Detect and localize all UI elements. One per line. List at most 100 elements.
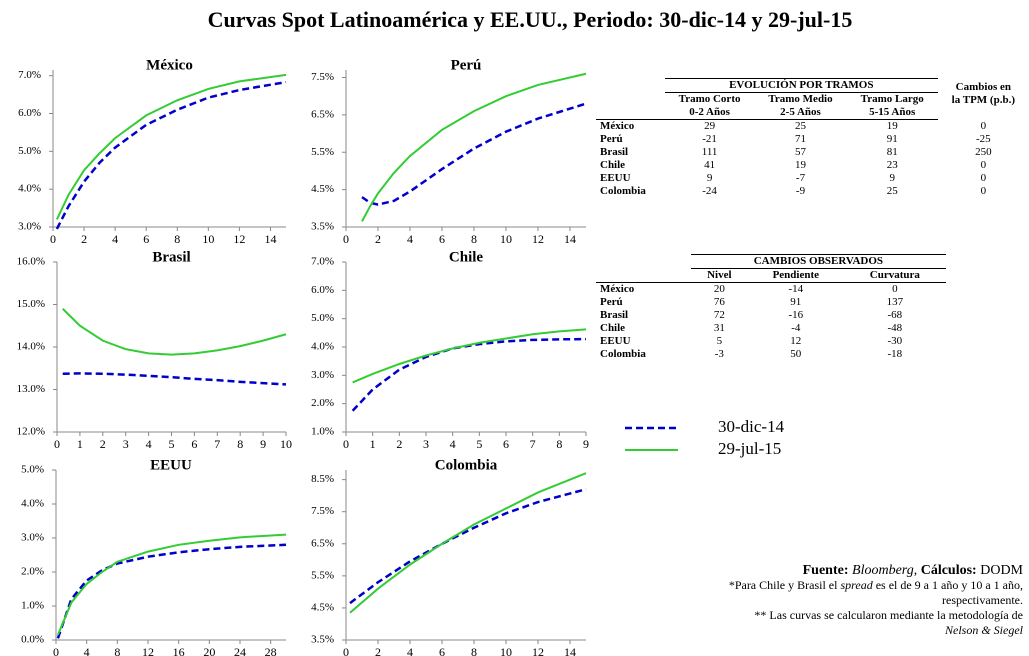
cell: 76 (713, 296, 725, 308)
cell (596, 92, 665, 120)
x-tick-label: 8 (556, 437, 562, 451)
cell: -4 (791, 322, 801, 334)
x-tick-label: 14 (564, 232, 576, 246)
note-text: Fuente: (802, 563, 849, 578)
y-tick-label: 4.5% (311, 601, 334, 613)
y-tick-label: 15.0% (17, 298, 45, 310)
y-tick-label: 7.0% (311, 256, 334, 268)
x-tick-label: 14 (264, 232, 276, 246)
cell: 0 (980, 159, 987, 171)
cell: 0 (980, 185, 987, 197)
cell: 19 (886, 120, 898, 132)
chart-title: Colombia (435, 457, 498, 473)
x-tick-label: 8 (174, 232, 180, 246)
x-tick-label: 8 (114, 645, 120, 656)
series-line (55, 73, 287, 220)
y-tick-label: 13.0% (17, 383, 45, 395)
y-tick-label: 4.5% (311, 183, 334, 195)
table-row: Perú -21 71 91 -25 (596, 133, 1029, 146)
x-tick-label: 3 (423, 437, 429, 451)
column-header: Pendiente (747, 268, 844, 283)
y-tick-label: 4.0% (18, 183, 41, 195)
cell: 57 (794, 146, 806, 158)
x-tick-label: 1 (370, 437, 376, 451)
y-tick-label: 5.5% (311, 569, 334, 581)
chart-title: Brasil (152, 249, 190, 265)
cell: 20 (713, 283, 725, 295)
table-row: Brasil 72 -16 -68 (596, 309, 946, 322)
column-header: Tramo Largo 5-15 Años (846, 92, 938, 120)
table-row: Colombia -24 -9 25 0 (596, 185, 1029, 198)
x-tick-label: 12 (233, 232, 245, 246)
x-tick-label: 6 (503, 437, 509, 451)
row-label: Colombia (600, 348, 646, 360)
column-header: Curvatura (843, 268, 946, 283)
cell: -18 (887, 348, 903, 360)
header-line: Nivel (707, 269, 732, 281)
x-tick-label: 9 (260, 437, 266, 451)
chart-title: Chile (449, 249, 484, 265)
y-tick-label: 7.0% (18, 69, 41, 81)
cell: 0 (892, 283, 898, 295)
x-tick-label: 5 (476, 437, 482, 451)
y-tick-label: 0.0% (21, 634, 44, 646)
series-line (55, 80, 287, 230)
x-tick-label: 28 (265, 645, 277, 656)
table-cambios: CAMBIOS OBSERVADOS Nivel Pendiente Curvatur… (596, 254, 946, 361)
note-text: DODM (980, 563, 1023, 578)
note-text: ** Las curvas se calcularon mediante la … (754, 608, 1023, 622)
x-tick-label: 4 (146, 437, 152, 451)
x-tick-label: 0 (54, 437, 60, 451)
row-label: Perú (600, 296, 623, 308)
cell: 91 (886, 133, 898, 145)
note-text: , (913, 563, 921, 578)
chart-title: EEUU (150, 457, 192, 473)
x-tick-label: 10 (280, 437, 292, 451)
note-text: spread (840, 578, 873, 592)
header-line: Tramo Largo (860, 93, 924, 105)
cell (596, 268, 691, 283)
header-line: Curvatura (869, 269, 920, 281)
cell (596, 79, 665, 93)
row-label: Brasil (600, 309, 629, 321)
header-line: Pendiente (772, 269, 820, 281)
x-tick-label: 4 (450, 437, 456, 451)
header-row: Tramo Corto 0-2 Años Tramo Medio 2-5 Años Tr… (596, 81, 1029, 120)
y-tick-label: 8.5% (311, 473, 334, 485)
x-tick-label: 3 (123, 437, 129, 451)
x-tick-label: 2 (100, 437, 106, 451)
x-tick-label: 5 (169, 437, 175, 451)
header-line: Tramo Medio (768, 93, 833, 105)
chart-title: México (146, 57, 193, 73)
note-text: Cálculos: (920, 563, 977, 578)
series-line (361, 72, 587, 222)
cell: 137 (886, 296, 904, 308)
series-line (62, 308, 287, 356)
header-row: CAMBIOS OBSERVADOS (596, 254, 946, 269)
header-line: 5-15 Años (869, 106, 916, 118)
cell: -16 (788, 309, 804, 321)
x-tick-label: 1 (77, 437, 83, 451)
note-text: Nelson & Siegel (945, 623, 1023, 637)
cell: 25 (886, 185, 898, 197)
x-tick-label: 6 (191, 437, 197, 451)
header-row: EVOLUCIÓN POR TRAMOS (596, 78, 1029, 93)
group-header: CAMBIOS OBSERVADOS (690, 254, 946, 269)
x-tick-label: 24 (234, 645, 246, 656)
x-tick-label: 0 (343, 645, 349, 656)
x-tick-label: 8 (237, 437, 243, 451)
x-tick-label: 8 (471, 645, 477, 656)
row-label: Chile (600, 322, 626, 334)
x-tick-label: 10 (500, 645, 512, 656)
x-tick-label: 2 (396, 437, 402, 451)
x-tick-label: 12 (532, 232, 544, 246)
x-tick-label: 0 (50, 232, 56, 246)
cell: 50 (790, 348, 802, 360)
series-line (56, 543, 287, 639)
cell: -25 (975, 133, 991, 145)
cell: -68 (887, 309, 903, 321)
x-tick-label: 20 (203, 645, 215, 656)
y-tick-label: 6.5% (311, 537, 334, 549)
x-tick-label: 4 (407, 232, 413, 246)
table-row: México 29 25 19 0 (596, 120, 1029, 134)
